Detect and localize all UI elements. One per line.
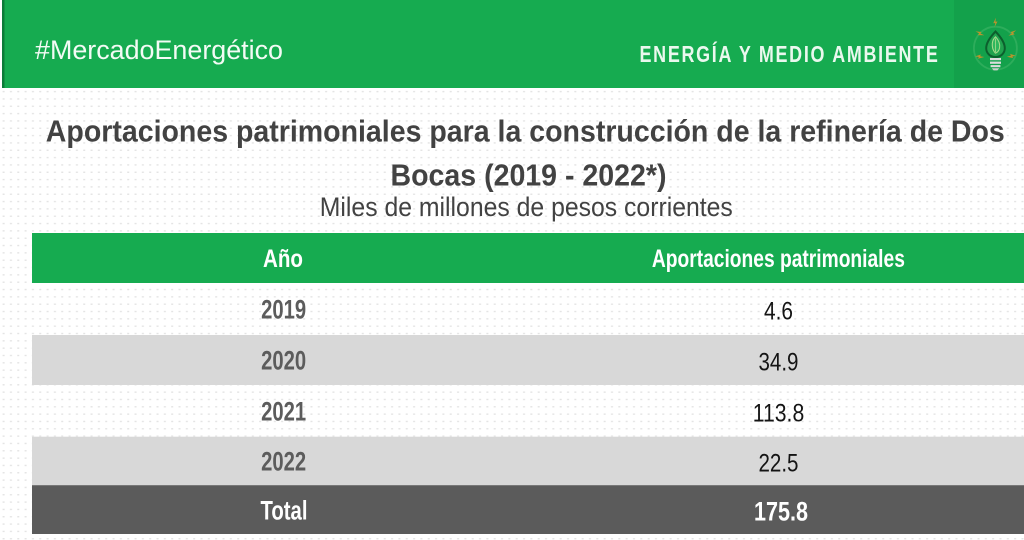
- svg-text:113.8: 113.8: [753, 400, 805, 428]
- svg-text:Miles de millones de pesos cor: Miles de millones de pesos corrientes: [320, 192, 733, 222]
- svg-text:ENERGÍA Y MEDIO AMBIENTE: ENERGÍA Y MEDIO AMBIENTE: [640, 40, 940, 67]
- svg-text:Año: Año: [263, 246, 303, 273]
- svg-text:175.8: 175.8: [754, 496, 808, 526]
- svg-text:Aportaciones patrimoniales par: Aportaciones patrimoniales para la const…: [46, 115, 1005, 149]
- svg-text:22.5: 22.5: [759, 450, 799, 478]
- svg-text:2019: 2019: [261, 295, 306, 325]
- svg-text:Bocas (2019 - 2022*): Bocas (2019 - 2022*): [391, 158, 667, 192]
- svg-text:Total: Total: [261, 495, 308, 525]
- svg-text:2021: 2021: [261, 397, 306, 427]
- svg-text:2022: 2022: [261, 447, 306, 477]
- svg-text:34.9: 34.9: [759, 349, 799, 377]
- svg-text:Aportaciones patrimoniales: Aportaciones patrimoniales: [652, 246, 905, 273]
- svg-text:2020: 2020: [261, 346, 306, 376]
- svg-text:#MercadoEnergético: #MercadoEnergético: [35, 35, 283, 65]
- svg-text:4.6: 4.6: [764, 298, 793, 326]
